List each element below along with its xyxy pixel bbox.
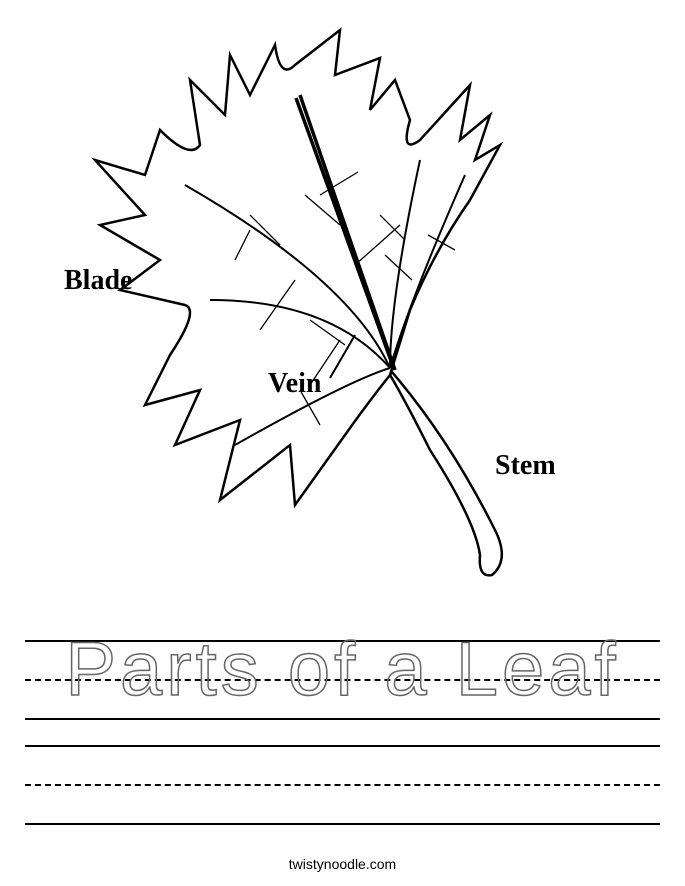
writing-row-1: Parts of a Leaf — [25, 640, 660, 720]
guideline-bottom — [25, 823, 660, 825]
guideline-top — [25, 745, 660, 747]
leaf-diagram: Blade Vein Stem — [0, 0, 685, 620]
label-blade: Blade — [64, 265, 132, 297]
label-vein: Vein — [268, 368, 321, 400]
writing-row-2[interactable] — [25, 745, 660, 825]
guideline-bottom — [25, 718, 660, 720]
handwriting-practice-area: Parts of a Leaf — [25, 640, 660, 850]
guideline-mid — [25, 784, 660, 786]
trace-text: Parts of a Leaf — [25, 626, 660, 713]
footer-credit: twistynoodle.com — [0, 856, 685, 872]
leaf-stem — [390, 372, 502, 575]
label-stem: Stem — [495, 450, 556, 482]
